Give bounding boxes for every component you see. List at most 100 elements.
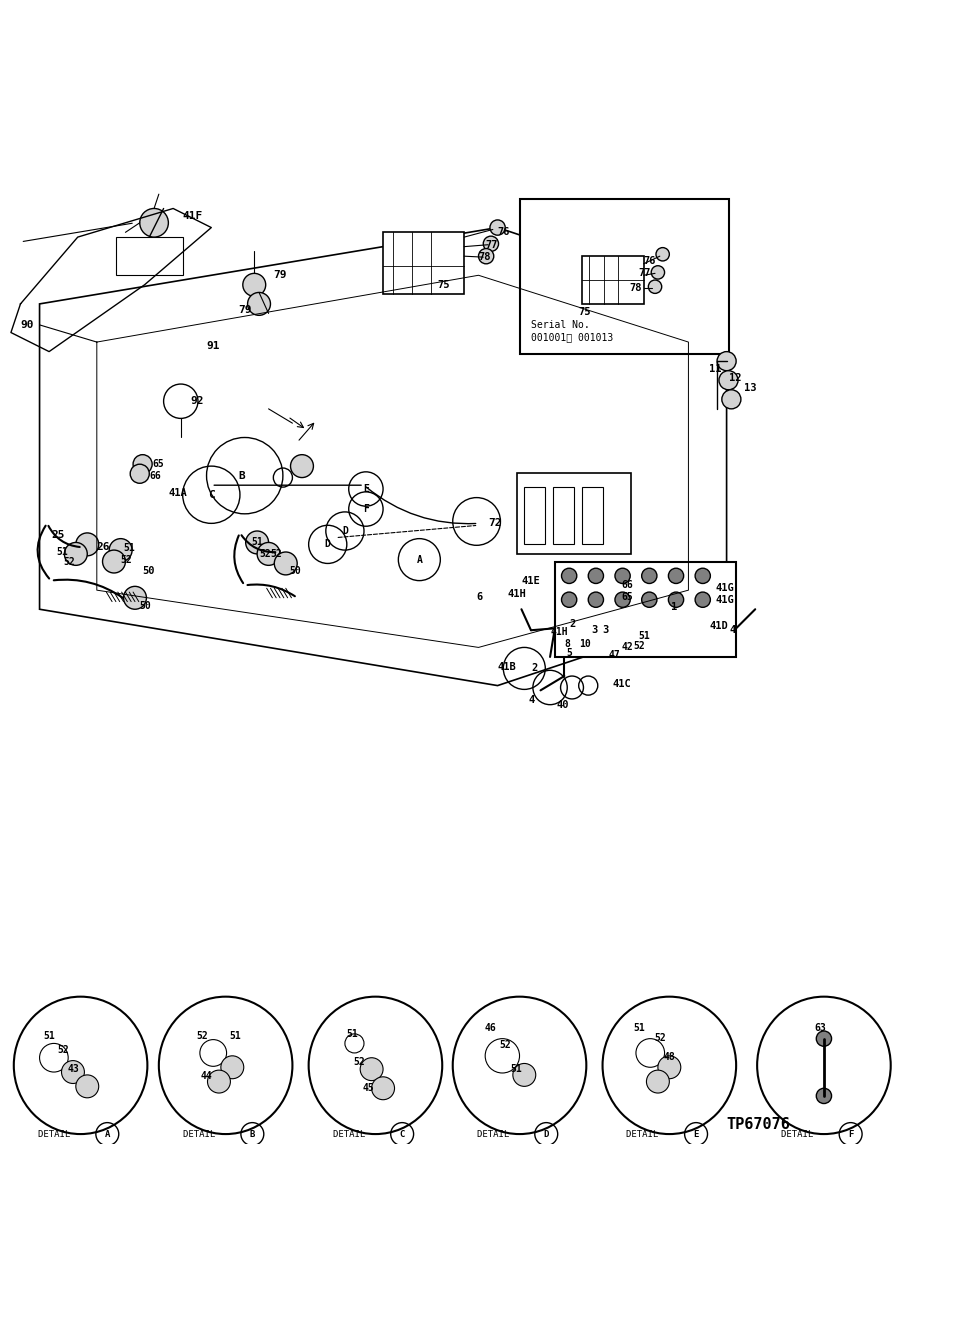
Ellipse shape: [453, 997, 587, 1134]
Text: 4: 4: [729, 625, 736, 636]
Circle shape: [642, 592, 657, 608]
Circle shape: [109, 539, 132, 561]
Text: 41H: 41H: [507, 589, 526, 599]
Text: 41C: 41C: [612, 678, 631, 689]
Circle shape: [601, 576, 620, 595]
Text: 46: 46: [484, 1022, 496, 1033]
Text: D: D: [342, 527, 347, 536]
Circle shape: [483, 236, 499, 252]
Text: 40: 40: [557, 700, 569, 709]
Text: 76: 76: [643, 256, 657, 267]
Circle shape: [140, 208, 168, 237]
Text: 41F: 41F: [183, 211, 203, 221]
Text: 51: 51: [230, 1030, 241, 1041]
Text: 51: 51: [639, 631, 651, 641]
Text: 42: 42: [622, 643, 634, 652]
Text: D: D: [544, 1129, 549, 1138]
Bar: [383, 232, 464, 295]
Text: 41G: 41G: [715, 595, 734, 605]
Text: 50: 50: [140, 601, 151, 612]
Text: 44: 44: [201, 1070, 212, 1081]
Circle shape: [371, 1077, 394, 1100]
Text: 51: 51: [123, 543, 135, 553]
Text: 65: 65: [622, 592, 634, 601]
Circle shape: [695, 568, 710, 584]
Text: 52: 52: [259, 549, 271, 559]
Text: 5: 5: [567, 648, 572, 659]
Bar: [517, 473, 632, 555]
Text: 52: 52: [353, 1057, 366, 1068]
Text: 4: 4: [528, 694, 534, 705]
Text: 66: 66: [149, 471, 161, 481]
Text: 51: 51: [346, 1029, 359, 1038]
Text: DETAIL: DETAIL: [627, 1129, 664, 1138]
Text: 41B: 41B: [498, 661, 517, 672]
Circle shape: [130, 464, 149, 484]
Text: 66: 66: [622, 580, 634, 591]
Circle shape: [719, 371, 738, 389]
Circle shape: [668, 592, 683, 608]
Text: B: B: [250, 1129, 255, 1138]
Text: E: E: [694, 1129, 699, 1138]
Text: 75: 75: [579, 307, 591, 316]
Circle shape: [513, 1064, 536, 1086]
Text: 3: 3: [603, 625, 609, 636]
Text: 50: 50: [290, 567, 301, 576]
Text: DETAIL: DETAIL: [477, 1129, 514, 1138]
Circle shape: [695, 592, 710, 608]
Ellipse shape: [757, 997, 891, 1134]
Text: 48: 48: [663, 1052, 676, 1061]
Text: 75: 75: [437, 280, 450, 289]
Bar: [524, 487, 545, 544]
Ellipse shape: [603, 997, 736, 1134]
Text: 90: 90: [20, 320, 33, 329]
Circle shape: [478, 248, 494, 264]
Circle shape: [102, 551, 125, 573]
Text: 52: 52: [121, 555, 132, 565]
Circle shape: [133, 455, 152, 473]
Text: 8: 8: [565, 639, 570, 649]
Text: 001001〜 001013: 001001〜 001013: [531, 332, 613, 343]
Circle shape: [601, 588, 620, 607]
Circle shape: [275, 552, 298, 575]
Text: A: A: [416, 555, 422, 565]
Text: 77: 77: [639, 268, 652, 279]
Bar: [582, 487, 603, 544]
Text: 78: 78: [630, 283, 642, 293]
Text: 1: 1: [671, 603, 678, 612]
Circle shape: [291, 455, 314, 477]
Text: 45: 45: [363, 1084, 374, 1093]
Bar: [582, 256, 643, 304]
Circle shape: [816, 1030, 832, 1046]
Text: TP67076: TP67076: [726, 1117, 790, 1132]
Circle shape: [668, 568, 683, 584]
Ellipse shape: [13, 997, 147, 1134]
Circle shape: [642, 568, 657, 584]
Text: 79: 79: [238, 305, 252, 315]
Text: 52: 52: [654, 1033, 666, 1042]
Ellipse shape: [309, 997, 442, 1134]
Text: 12: 12: [728, 373, 741, 384]
Text: DETAIL: DETAIL: [183, 1129, 220, 1138]
Text: 25: 25: [51, 529, 64, 540]
Circle shape: [64, 543, 87, 565]
Text: 76: 76: [498, 228, 510, 237]
Circle shape: [648, 280, 661, 293]
Text: B: B: [238, 471, 245, 481]
Text: 51: 51: [633, 1022, 645, 1033]
Text: 78: 78: [478, 252, 491, 263]
Text: 41A: 41A: [168, 488, 188, 497]
Circle shape: [615, 568, 631, 584]
Circle shape: [123, 587, 146, 609]
Text: 52: 52: [196, 1030, 208, 1041]
Text: 79: 79: [274, 271, 287, 280]
Text: 43: 43: [67, 1064, 78, 1074]
Circle shape: [657, 1056, 680, 1078]
Text: 51: 51: [43, 1030, 55, 1041]
Text: D: D: [324, 540, 331, 549]
Circle shape: [221, 1056, 244, 1078]
Circle shape: [257, 543, 280, 565]
Text: 51: 51: [511, 1064, 523, 1074]
Text: 2: 2: [569, 619, 575, 629]
Circle shape: [816, 1088, 832, 1104]
